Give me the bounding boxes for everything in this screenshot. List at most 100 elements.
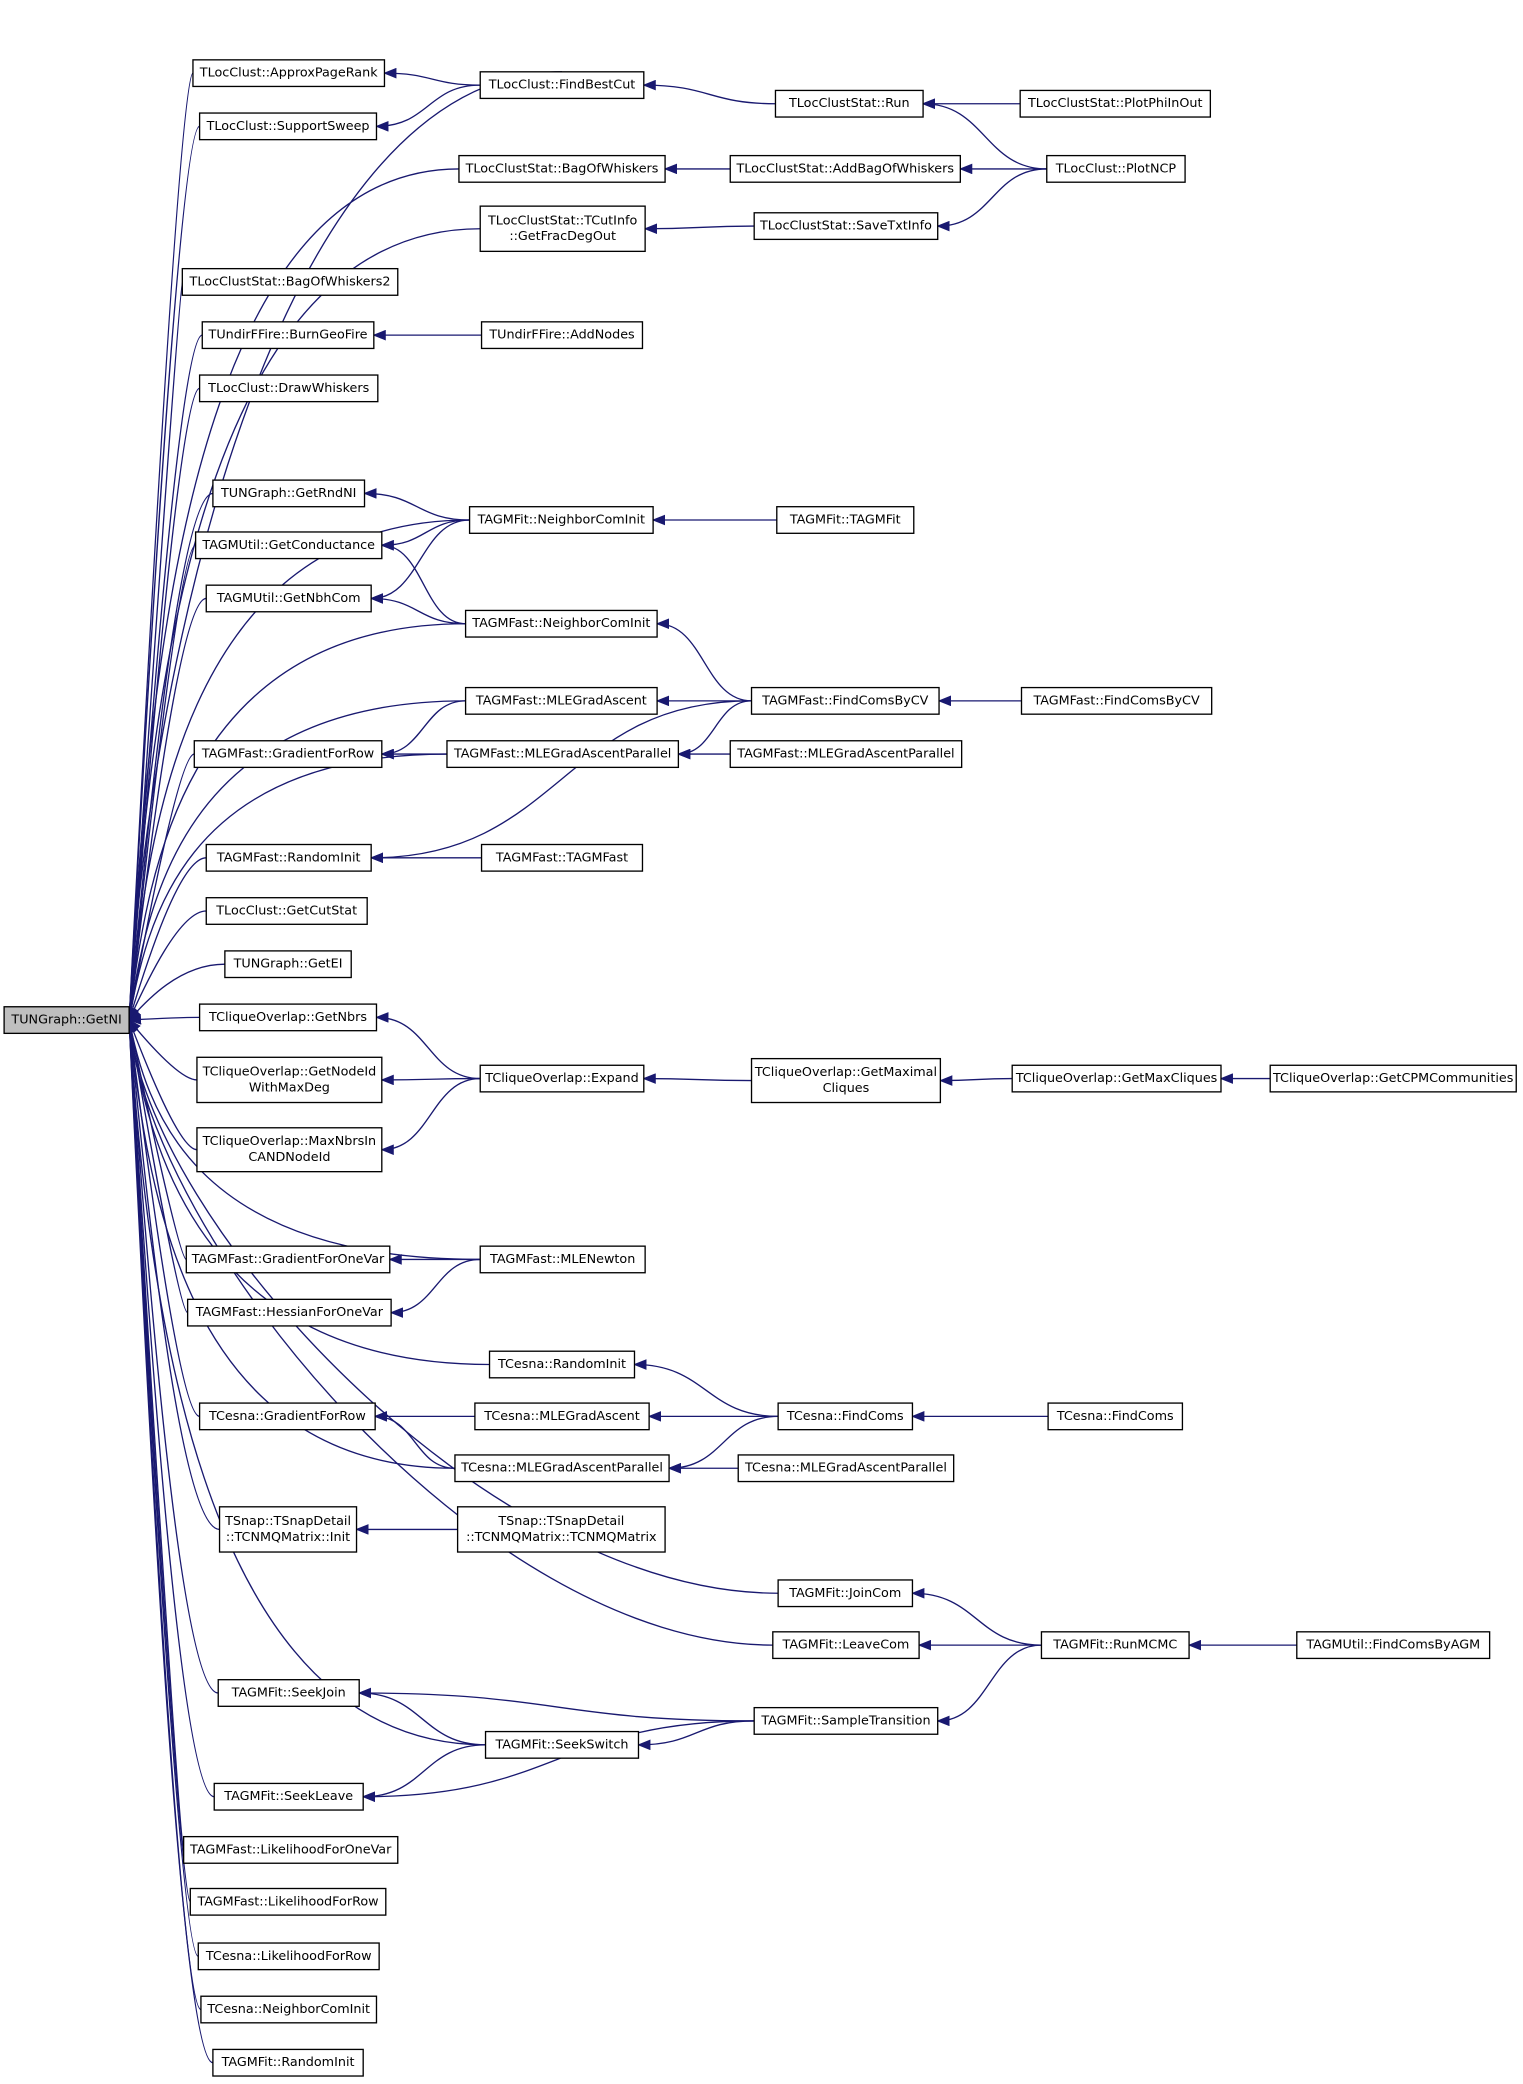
node-label[interactable]: ::TCNMQMatrix::Init [226,1530,350,1545]
node[interactable]: TAGMUtil::GetNbhCom [205,584,372,613]
node[interactable]: TCesna::GradientForRow [198,1402,376,1431]
node-label[interactable]: TUNGraph::GetRndNI [220,486,356,501]
node[interactable]: TAGMFit::JoinCom [777,1579,914,1608]
node-label[interactable]: TAGMFast::TAGMFast [495,850,628,865]
node[interactable]: TCliqueOverlap::Expand [479,1064,645,1093]
node-label[interactable]: TCesna::FindComs [786,1409,904,1424]
node[interactable]: TAGMFast::MLEGradAscent [464,686,658,715]
node-box[interactable] [185,1245,391,1274]
node[interactable]: TAGMFast::FindComsByCV [1020,686,1213,715]
node-label[interactable]: TAGMFit::SampleTransition [760,1713,930,1728]
node[interactable]: TSnap::TSnapDetail::TCNMQMatrix::TCNMQMa… [456,1506,666,1553]
node[interactable]: TCesna::FindComs [1047,1402,1184,1431]
node-label[interactable]: TAGMFast::NeighborComInit [471,616,650,631]
node-label[interactable]: TAGMFast::GradientForOneVar [191,1252,385,1267]
node-box[interactable] [777,1402,914,1431]
node[interactable]: TAGMUtil::FindComsByAGM [1296,1631,1491,1660]
node-box[interactable] [480,843,644,872]
node-label[interactable]: TAGMFast::RandomInit [216,850,361,865]
node-label[interactable]: TLocClust::DrawWhiskers [207,381,369,396]
node-label[interactable]: TCliqueOverlap::MaxNbrsIn [202,1134,376,1149]
node[interactable]: TLocClustStat::BagOfWhiskers2 [181,267,399,296]
node[interactable]: TCliqueOverlap::GetNbrs [198,1003,378,1032]
node[interactable]: TCliqueOverlap::GetCPMCommunities [1269,1064,1517,1093]
node-label[interactable]: TAGMFit::JoinCom [788,1586,901,1601]
node-box[interactable] [1020,686,1213,715]
node-label[interactable]: ::TCNMQMatrix::TCNMQMatrix [466,1530,657,1545]
node-label[interactable]: TCesna::MLEGradAscentParallel [744,1461,947,1476]
node[interactable]: TUNGraph::GetEI [224,950,352,979]
node-box[interactable] [3,1006,130,1035]
node-label[interactable]: TUNGraph::GetNI [10,1013,121,1028]
node-box[interactable] [1047,1402,1184,1431]
node-box[interactable] [197,1942,380,1971]
node-box[interactable] [194,531,383,560]
node-label[interactable]: TCesna::MLEGradAscentParallel [460,1461,663,1476]
node-label[interactable]: TAGMFast::MLEGradAscent [475,693,647,708]
node-label[interactable]: TAGMFast::MLEGradAscentParallel [453,747,671,762]
node[interactable]: TLocClustStat::AddBagOfWhiskers [729,154,961,183]
node[interactable]: TLocClust::GetCutStat [205,897,368,925]
node-label[interactable]: TAGMFast::MLEGradAscentParallel [736,747,954,762]
node-box[interactable] [198,1003,378,1032]
node[interactable]: TAGMFast::MLEGradAscentParallel [446,740,680,769]
node-box[interactable] [474,1402,650,1431]
node-box[interactable] [212,2048,364,2077]
node-label[interactable]: TAGMFast::LikelihoodForRow [196,1894,378,1909]
node-box[interactable] [488,1350,636,1379]
node[interactable]: TAGMFast::RandomInit [205,843,372,872]
node[interactable]: TUndirFFire::AddNodes [480,321,644,350]
node[interactable]: TAGMFast::LikelihoodForRow [189,1887,387,1916]
node[interactable]: TAGMFit::RandomInit [212,2048,364,2077]
node[interactable]: TCesna::NeighborComInit [200,1995,378,2024]
node-label[interactable]: TLocClustStat::SaveTxtInfo [759,219,932,234]
node-label[interactable]: TCesna::GradientForRow [208,1409,366,1424]
node-box[interactable] [212,479,366,508]
node-label[interactable]: TLocClust::PlotNCP [1055,161,1177,176]
node[interactable]: TAGMFit::SeekJoin [217,1679,360,1707]
node-label[interactable]: TAGMFit::SeekLeave [223,1789,353,1804]
node-label[interactable]: TCesna::LikelihoodForRow [205,1949,372,1964]
node-box[interactable] [446,740,680,769]
node-box[interactable] [753,1706,939,1735]
node-box[interactable] [454,1454,670,1483]
node-box[interactable] [1040,1631,1190,1660]
node[interactable]: TAGMFit::LeaveCom [772,1631,920,1660]
node-box[interactable] [458,154,666,183]
node-label[interactable]: TLocClustStat::Run [788,96,910,111]
node-box[interactable] [193,740,383,769]
node-box[interactable] [1019,89,1212,118]
node-box[interactable] [218,1506,358,1553]
node-box[interactable] [1046,154,1186,183]
node-label[interactable]: TCliqueOverlap::GetCPMCommunities [1272,1071,1514,1086]
node[interactable]: TAGMFit::SeekSwitch [484,1730,640,1759]
node-label[interactable]: TCliqueOverlap::GetNodeId [202,1064,377,1079]
node-label[interactable]: TAGMFast::MLENewton [489,1252,635,1267]
node-label[interactable]: TCesna::FindComs [1056,1409,1174,1424]
node-label[interactable]: TLocClustStat::PlotPhiInOut [1027,96,1202,111]
node-box[interactable] [196,1127,383,1173]
node-label[interactable]: TLocClust::ApproxPageRank [199,66,378,81]
node[interactable]: TLocClustStat::TCutInfo::GetFracDegOut [479,205,646,253]
node-label[interactable]: TAGMUtil::FindComsByAGM [1305,1638,1480,1653]
node-box[interactable] [464,609,658,638]
node-box[interactable] [205,584,372,613]
node-label[interactable]: TAGMFit::TAGMFit [789,513,901,528]
node-box[interactable] [192,59,386,88]
node[interactable]: TAGMFast::FindComsByCV [750,686,940,715]
node-label[interactable]: TUndirFFire::AddNodes [488,328,635,343]
node-label[interactable]: TCliqueOverlap::GetNbrs [208,1010,367,1025]
node-label[interactable]: TLocClust::GetCutStat [215,904,357,919]
node-label[interactable]: TLocClustStat::TCutInfo [487,213,637,228]
node[interactable]: TCesna::LikelihoodForRow [197,1942,380,1971]
node-label[interactable]: TSnap::TSnapDetail [224,1514,351,1529]
node[interactable]: TAGMFast::HessianForOneVar [186,1298,392,1327]
node[interactable]: TCesna::MLEGradAscentParallel [454,1454,670,1483]
node[interactable]: TCesna::MLEGradAscentParallel [737,1454,955,1483]
node-box[interactable] [201,321,375,350]
node[interactable]: TAGMFit::SeekLeave [213,1782,364,1811]
node-label[interactable]: TAGMFast::FindComsByCV [761,693,928,708]
node[interactable]: TCesna::RandomInit [488,1350,636,1379]
node-label[interactable]: TLocClustStat::BagOfWhiskers2 [189,274,391,289]
